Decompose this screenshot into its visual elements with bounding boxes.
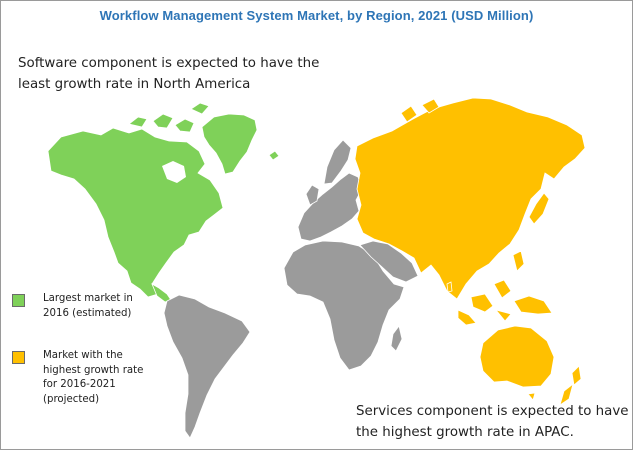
japan-islands (528, 192, 550, 225)
legend-label: Market with the highest growth rate for … (43, 349, 143, 407)
australia-region (479, 325, 555, 388)
tasmania-island (527, 392, 536, 401)
north-america-region (47, 127, 224, 298)
madagascar-island (390, 325, 403, 352)
arctic-asia-islands (400, 98, 440, 123)
annotation-line: least growth rate in North America (18, 77, 251, 92)
legend-swatch-yellow (12, 351, 25, 364)
hudson-bay-water (162, 161, 186, 183)
map-title: Workflow Management System Market, by Re… (99, 8, 534, 23)
asia-pacific-region (354, 97, 586, 300)
annotation-line: the highest growth rate in APAC. (356, 425, 574, 440)
legend-line: Largest market in (43, 293, 133, 304)
africa-region (283, 240, 405, 371)
legend-label: Largest market in 2016 (estimated) (43, 292, 133, 321)
sri-lanka-island (446, 281, 453, 293)
legend-swatch-green (12, 294, 25, 307)
uk-region (305, 184, 320, 206)
annotation-line: Software component is expected to have t… (18, 56, 320, 71)
legend-line: 2016 (estimated) (43, 307, 132, 319)
greenland-east-island (268, 150, 280, 161)
legend-line: highest growth rate (43, 364, 144, 376)
legend-line: (projected) (43, 393, 100, 405)
legend-line: for 2016-2021 (43, 379, 116, 390)
new-zealand-islands (559, 365, 582, 406)
annotation-apac: Services component is expected to have t… (356, 401, 629, 443)
middle-east-region (359, 240, 419, 283)
greenland-landmass (201, 113, 258, 175)
annotation-line: Services component is expected to have (356, 404, 629, 419)
south-america-region (163, 294, 251, 439)
legend-line: Market with the (43, 350, 123, 361)
arctic-islands (128, 102, 210, 133)
scandinavia-region (323, 139, 352, 185)
southeast-asia-islands (457, 250, 553, 326)
annotation-north-america: Software component is expected to have t… (18, 53, 319, 95)
